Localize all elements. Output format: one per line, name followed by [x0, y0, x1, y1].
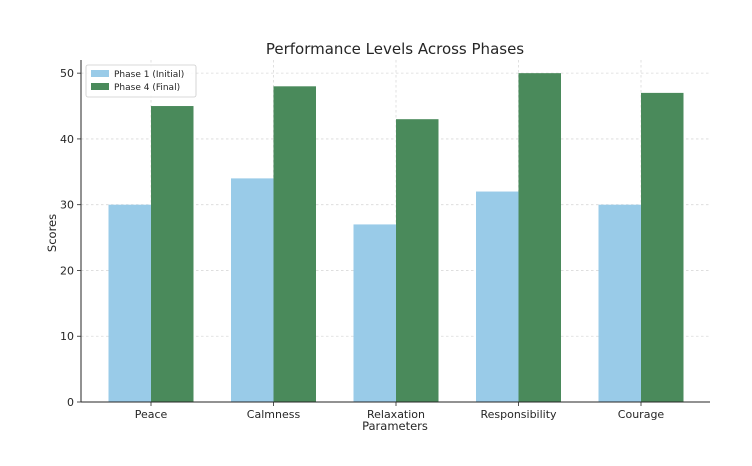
- bar-2: [641, 92, 684, 402]
- legend-label: Phase 1 (Initial): [114, 70, 184, 80]
- y-tick-label: 20: [60, 264, 74, 277]
- legend: Phase 1 (Initial) Phase 4 (Final): [85, 64, 197, 98]
- x-axis-label: Parameters: [362, 419, 428, 433]
- legend-box: [85, 64, 197, 98]
- x-tick-label: Courage: [618, 408, 665, 421]
- bar-1: [476, 191, 519, 402]
- x-tick-label: Peace: [135, 408, 168, 421]
- bar-2: [518, 73, 561, 403]
- legend-label: Phase 4 (Final): [114, 83, 180, 93]
- legend-swatch: [91, 70, 109, 77]
- bars: [108, 73, 684, 403]
- y-tick-label: 10: [60, 330, 74, 343]
- axes: [77, 60, 710, 406]
- bar-1: [108, 204, 151, 402]
- x-tick-label: Calmness: [247, 408, 301, 421]
- y-tick-label: 30: [60, 199, 74, 212]
- y-tick-label: 50: [60, 67, 74, 80]
- chart-title: Performance Levels Across Phases: [266, 40, 524, 58]
- bar-2: [396, 119, 439, 402]
- x-tick-label: Responsibility: [480, 408, 557, 421]
- bar-1: [598, 204, 641, 402]
- y-tick-label: 0: [67, 396, 74, 409]
- legend-swatch: [91, 83, 109, 90]
- x-tick-label: Relaxation: [367, 408, 425, 421]
- bar-1: [231, 178, 274, 402]
- y-tick-label: 40: [60, 133, 74, 146]
- bar-2: [273, 86, 316, 403]
- bar-1: [353, 224, 396, 402]
- y-axis-label: Scores: [45, 214, 59, 252]
- bar-2: [151, 106, 194, 403]
- tick-labels: 0 10 20 30 40 50 Peace Calmness Relaxation Respon…: [60, 67, 664, 421]
